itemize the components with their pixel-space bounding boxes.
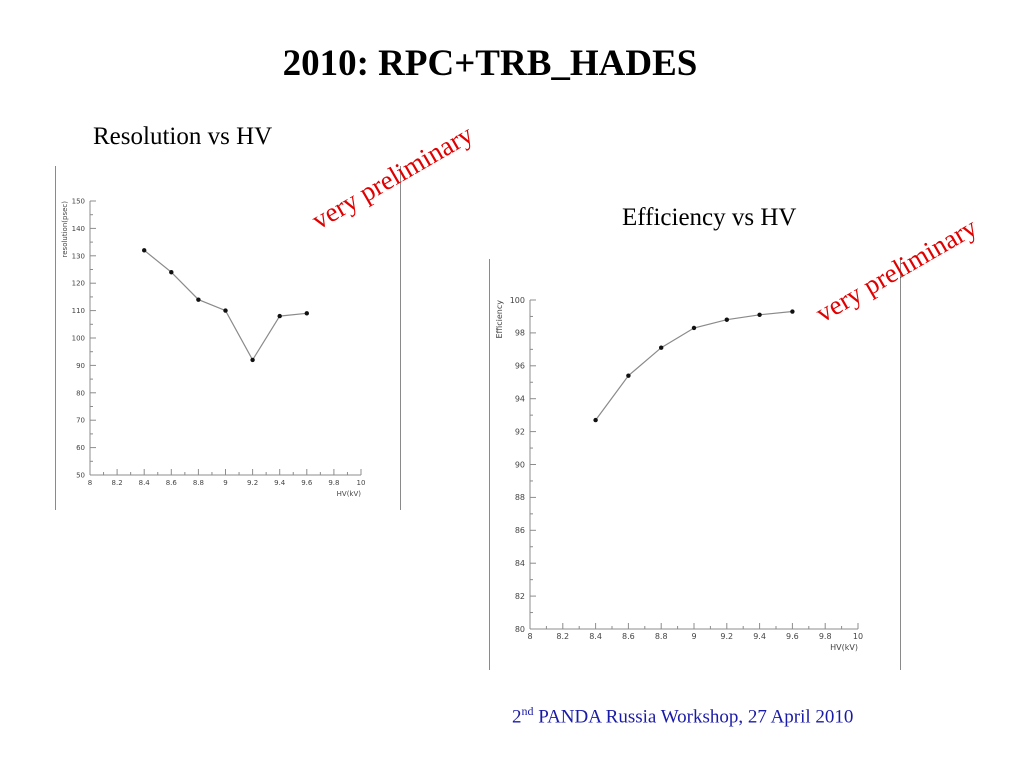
y-tick-label: 82: [515, 592, 525, 601]
data-point: [724, 317, 729, 322]
x-tick-label: 9.2: [247, 479, 258, 487]
y-tick-label: 100: [510, 296, 525, 305]
y-tick-label: 60: [76, 444, 85, 452]
x-tick-label: 10: [357, 479, 366, 487]
y-tick-label: 80: [76, 389, 85, 397]
data-point: [790, 309, 795, 314]
y-tick-label: 120: [72, 280, 85, 288]
footer-ordinal-suffix: nd: [521, 704, 534, 718]
y-tick-label: 88: [515, 493, 525, 502]
data-point: [659, 345, 664, 350]
y-tick-label: 80: [515, 625, 525, 634]
y-tick-label: 84: [515, 559, 525, 568]
data-point: [223, 308, 228, 313]
x-tick-label: 8.6: [166, 479, 178, 487]
y-tick-label: 90: [76, 362, 85, 370]
footer-ordinal: 2: [512, 706, 522, 728]
x-tick-label: 8.4: [139, 479, 151, 487]
x-tick-label: 9.6: [786, 632, 799, 641]
data-point: [691, 325, 697, 331]
y-tick-label: 90: [515, 460, 525, 469]
data-point: [250, 357, 255, 363]
data-point: [304, 311, 309, 316]
efficiency-chart-panel: 8 8.2 8.4 8.6 8.8 9 9.2 9.4 9.6 9.8 10 80 82 84 86 88 90…: [489, 259, 901, 670]
x-tick-label: 8.4: [589, 632, 602, 641]
x-axis-label: HV(kV): [830, 643, 858, 652]
data-point: [277, 313, 282, 319]
x-tick-label: 8.8: [193, 479, 204, 487]
x-axis-label: HV(kV): [337, 490, 362, 498]
x-tick-label: 10: [853, 632, 863, 641]
efficiency-chart-title: Efficiency vs HV: [622, 204, 797, 231]
y-axis-label: Efficiency: [495, 300, 504, 339]
data-point: [593, 417, 598, 423]
data-point: [757, 312, 762, 318]
series-line: [143, 249, 307, 362]
data-point: [142, 248, 147, 253]
resolution-chart: 8 8.2 8.4 8.6 8.8 9 9.2 9.4 9.6 9.8 10 50 60 70 80 90 10…: [61, 197, 366, 498]
x-tick-label: 8: [88, 479, 92, 487]
y-tick-label: 98: [515, 329, 525, 338]
x-tick-label: 9.8: [819, 632, 832, 641]
x-tick-label: 8.2: [556, 632, 569, 641]
y-tick-label: 100: [72, 334, 85, 342]
efficiency-chart: 8 8.2 8.4 8.6 8.8 9 9.2 9.4 9.6 9.8 10 80 82 84 86 88 90…: [495, 296, 863, 652]
data-point: [196, 297, 201, 302]
data-point: [169, 270, 174, 275]
x-tick-label: 9: [223, 479, 227, 487]
data-point: [626, 373, 631, 378]
footer: 2nd PANDA Russia Workshop, 27 April 2010: [512, 704, 853, 728]
y-tick-label: 140: [72, 225, 85, 233]
x-tick-label: 9.2: [720, 632, 733, 641]
y-tick-label: 92: [515, 427, 525, 436]
resolution-chart-title: Resolution vs HV: [93, 123, 273, 150]
x-tick-label: 8.8: [655, 632, 668, 641]
y-tick-label: 94: [515, 395, 525, 404]
y-tick-label: 130: [72, 252, 85, 260]
y-tick-label: 110: [72, 307, 85, 315]
y-tick-label: 150: [72, 197, 85, 205]
x-tick-label: 9.4: [753, 632, 766, 641]
y-tick-label: 70: [76, 417, 85, 425]
x-tick-label: 9.4: [274, 479, 286, 487]
x-tick-label: 8.6: [622, 632, 635, 641]
x-tick-label: 9: [691, 632, 696, 641]
y-tick-label: 50: [76, 471, 85, 479]
x-tick-label: 9.8: [328, 479, 339, 487]
x-tick-label: 8.2: [112, 479, 123, 487]
resolution-chart-panel: 8 8.2 8.4 8.6 8.8 9 9.2 9.4 9.6 9.8 10 50 60 70 80 90 10…: [55, 166, 401, 510]
y-tick-label: 96: [515, 362, 525, 371]
y-axis-label: resolution(psec): [61, 201, 69, 258]
x-tick-label: 8: [527, 632, 532, 641]
footer-text: PANDA Russia Workshop, 27 April 2010: [538, 706, 854, 728]
x-tick-label: 9.6: [301, 479, 313, 487]
y-tick-label: 86: [515, 526, 525, 535]
page-title: 2010: RPC+TRB_HADES: [282, 43, 698, 84]
